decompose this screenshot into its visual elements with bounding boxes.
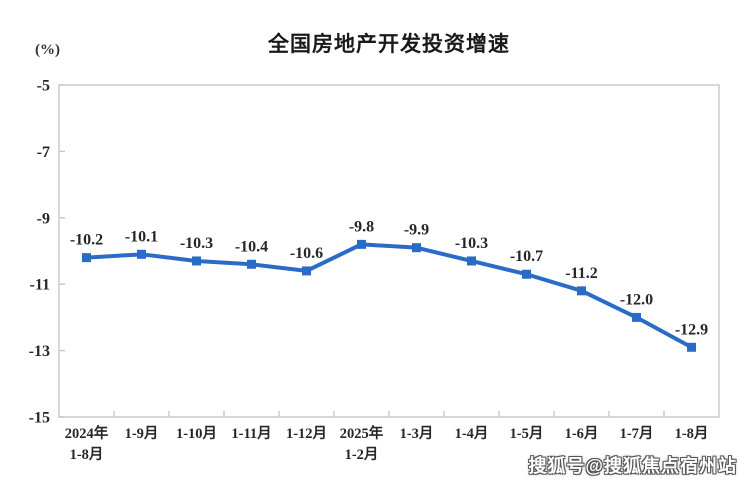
watermark-text: 搜狐号@搜狐焦点宿州站 [528,456,737,476]
x-axis-label: 1-10月 [176,425,217,442]
y-axis-tick-label: -13 [29,343,50,360]
data-point-marker [632,312,641,322]
x-axis-label: 1-4月 [455,425,489,442]
data-point-marker [247,259,256,269]
y-axis-tick-label: -15 [29,410,50,427]
data-point-marker [357,239,366,249]
data-point-marker [137,249,146,259]
data-point-label: -10.2 [70,232,103,249]
data-point-label: -11.2 [565,265,597,282]
data-point-marker [687,342,696,352]
y-axis-tick-label: -9 [37,210,50,227]
x-axis-label: 2025年 1-2月 [340,424,384,463]
data-point-marker [412,243,421,253]
data-point-label: -12.0 [620,291,653,308]
data-point-label: -9.8 [349,218,374,235]
x-axis-label: 1-12月 [286,425,327,442]
data-point-marker [302,266,311,276]
plot-border [58,84,720,418]
x-axis-label: 1-8月 [675,425,709,442]
data-point-label: -10.1 [125,228,158,245]
data-point-marker [577,286,586,296]
data-point-label: -10.7 [510,248,543,265]
y-axis-tick-label: -5 [37,78,50,95]
x-axis-label: 1-5月 [510,425,544,442]
x-axis-label: 1-3月 [400,425,434,442]
y-axis-unit-label: (%) [35,42,60,58]
data-point-label: -9.9 [404,222,429,239]
x-axis-label: 1-6月 [565,425,599,442]
data-point-marker [192,256,201,266]
y-axis-tick-label: -11 [30,277,50,294]
data-point-marker [82,253,91,263]
x-axis-label: 1-7月 [620,425,654,442]
data-point-label: -10.3 [180,235,213,252]
data-point-marker [467,256,476,266]
data-point-label: -12.9 [675,321,708,338]
x-axis-label: 1-9月 [125,425,159,442]
y-axis-tick-label: -7 [37,144,50,161]
data-point-label: -10.4 [235,238,268,255]
data-point-label: -10.3 [455,235,488,252]
data-point-label: -10.6 [290,245,323,262]
chart-title: 全国房地产开发投资增速 [268,33,510,56]
x-axis-label: 1-11月 [231,425,271,442]
data-point-marker [522,269,531,279]
trend-line [84,242,694,350]
x-axis-label: 2024年 1-8月 [65,424,109,463]
